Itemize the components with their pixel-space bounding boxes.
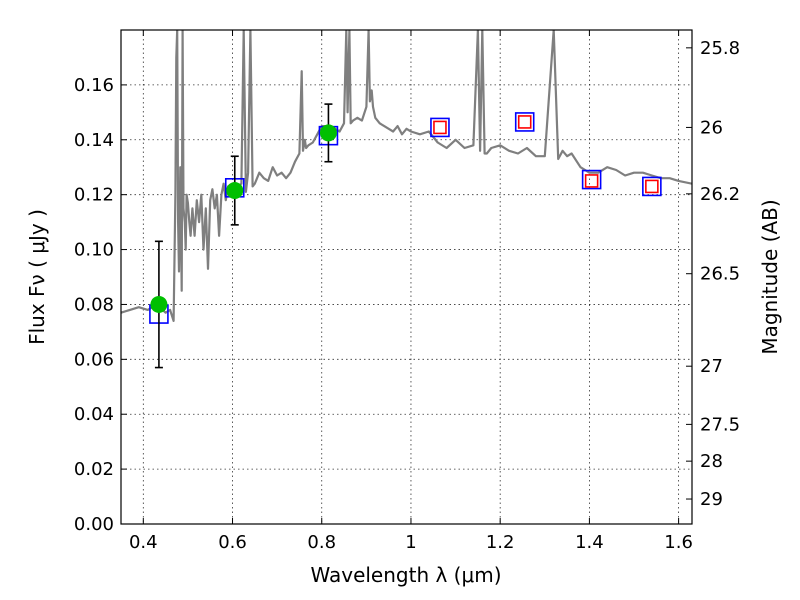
model-square-red	[584, 174, 599, 188]
sed-template-line	[121, 30, 692, 322]
plot-area	[121, 30, 692, 369]
model-square-red	[517, 115, 532, 129]
x-tick-label: 0.8	[307, 532, 336, 553]
x-tick-label: 1.2	[486, 532, 515, 553]
photometry-point	[319, 124, 337, 142]
y2-axis-title: Magnitude (AB)	[758, 199, 782, 354]
y2-tick-label: 25.8	[700, 38, 740, 59]
model-square-red	[433, 120, 447, 135]
x-tick-label: 0.6	[218, 532, 247, 553]
y-tick-label: 0.14	[74, 130, 114, 151]
y-tick-label: 0.04	[74, 404, 114, 425]
y-tick-label: 0.16	[74, 75, 114, 96]
photometry-point	[226, 182, 244, 200]
plot-frame	[120, 29, 693, 525]
model-square-blue	[642, 176, 662, 197]
y-axis-title: Flux Fν ( μJy )	[25, 209, 49, 345]
grid	[121, 30, 692, 525]
y-tick-label: 0.08	[74, 294, 114, 315]
y2-tick-label: 26.5	[700, 264, 740, 285]
model-square-blue	[581, 169, 602, 190]
model-square-blue	[430, 117, 450, 138]
x-tick-label: 1.6	[664, 532, 693, 553]
y2-tick-label: 29	[700, 489, 723, 510]
photometry-point	[150, 295, 168, 313]
y2-tick-label: 27.5	[700, 414, 740, 435]
model-square-red	[645, 179, 659, 194]
y2-tick-label: 26	[700, 117, 723, 138]
y-tick-label: 0.00	[74, 514, 114, 535]
y-tick-label: 0.06	[74, 349, 114, 370]
y-tick-label: 0.12	[74, 185, 114, 206]
x-tick-label: 0.4	[129, 532, 158, 553]
x-tick-label: 1.4	[575, 532, 604, 553]
y-tick-label: 0.10	[74, 240, 114, 261]
x-axis-title: Wavelength λ (μm)	[310, 563, 501, 587]
y2-tick-label: 26.2	[700, 184, 740, 205]
model-square-blue	[514, 112, 535, 132]
x-tick-label: 1	[405, 532, 416, 553]
y2-tick-label: 27	[700, 356, 723, 377]
ticks: 0.4 0.6 0.8 1 1.2 1.4 1.6 0.00 0.02 0.04 0.06 0.08 0…	[74, 30, 740, 553]
y-tick-label: 0.02	[74, 459, 114, 480]
y2-tick-label: 28	[700, 451, 723, 472]
